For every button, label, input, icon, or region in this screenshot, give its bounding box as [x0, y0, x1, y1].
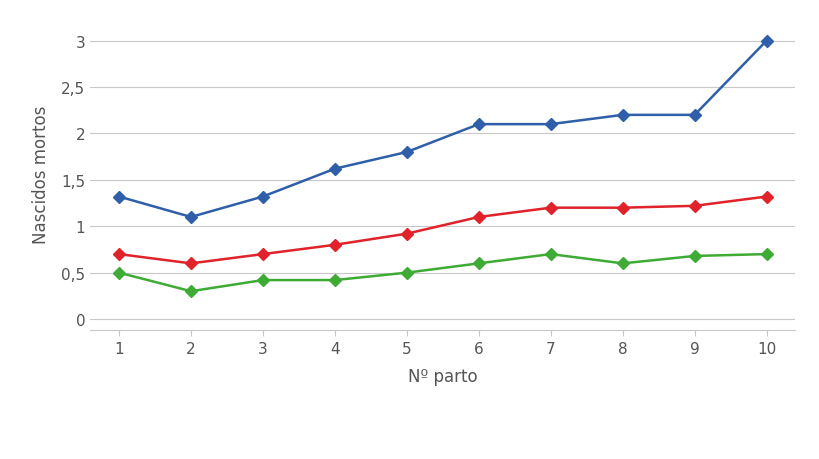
- <13 NT: [258, 278, 268, 283]
- <13 NT: [761, 252, 771, 257]
- Line: >16 NT: >16 NT: [115, 37, 770, 222]
- >16 NT: [545, 122, 555, 128]
- >16 NT: [114, 194, 124, 200]
- <13 NT: [617, 261, 627, 267]
- Legend: <13 NT, 13-16 NT, >16 NT: <13 NT, 13-16 NT, >16 NT: [237, 457, 648, 459]
- 13-16 NT: [545, 206, 555, 211]
- Line: 13-16 NT: 13-16 NT: [115, 193, 770, 268]
- >16 NT: [329, 167, 339, 172]
- >16 NT: [689, 113, 699, 118]
- 13-16 NT: [258, 252, 268, 257]
- 13-16 NT: [473, 215, 483, 220]
- 13-16 NT: [761, 194, 771, 200]
- 13-16 NT: [689, 204, 699, 209]
- 13-16 NT: [114, 252, 124, 257]
- <13 NT: [401, 270, 411, 276]
- <13 NT: [473, 261, 483, 267]
- >16 NT: [186, 215, 196, 220]
- <13 NT: [545, 252, 555, 257]
- >16 NT: [473, 122, 483, 128]
- >16 NT: [258, 194, 268, 200]
- <13 NT: [114, 270, 124, 276]
- Line: <13 NT: <13 NT: [115, 250, 770, 296]
- >16 NT: [761, 39, 771, 44]
- <13 NT: [186, 289, 196, 294]
- 13-16 NT: [329, 242, 339, 248]
- <13 NT: [329, 278, 339, 283]
- 13-16 NT: [401, 231, 411, 237]
- 13-16 NT: [617, 206, 627, 211]
- >16 NT: [401, 150, 411, 156]
- <13 NT: [689, 254, 699, 259]
- >16 NT: [617, 113, 627, 118]
- X-axis label: Nº parto: Nº parto: [408, 367, 477, 385]
- 13-16 NT: [186, 261, 196, 267]
- Y-axis label: Nascidos mortos: Nascidos mortos: [32, 106, 50, 243]
